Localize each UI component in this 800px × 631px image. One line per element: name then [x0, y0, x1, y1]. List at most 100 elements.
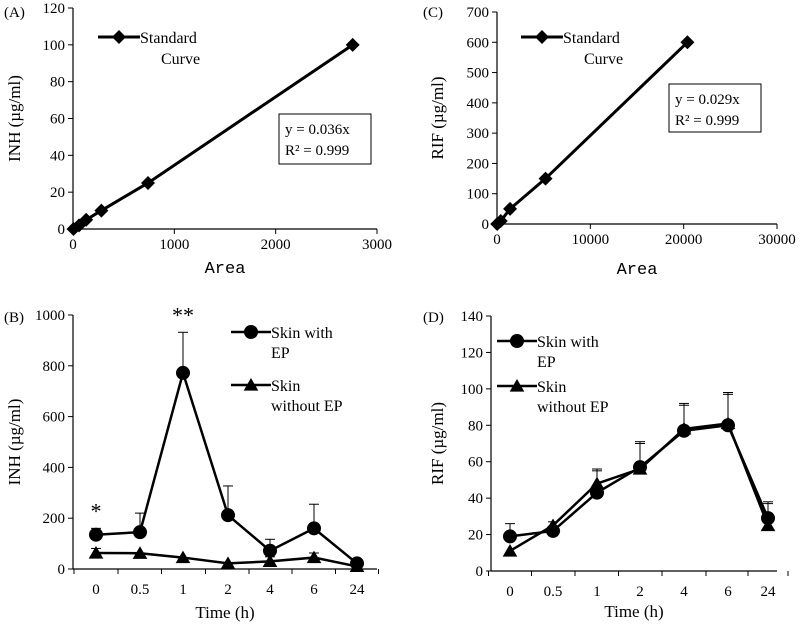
y-tick-label: 120	[43, 1, 66, 17]
data-point	[79, 212, 94, 227]
chart-panel-a: (A) 0 20 40 60 80 100 120 0 1000 2000 3000 Area INH (…	[4, 1, 392, 279]
y-tick-label: 60	[468, 455, 483, 471]
legend-label: without EP	[271, 398, 343, 415]
y-tick-label: 100	[43, 38, 66, 54]
x-axis-title: Area	[617, 261, 658, 280]
y-tick-label: 140	[461, 309, 484, 325]
x-tick-label: 1	[593, 584, 601, 600]
data-point	[140, 175, 155, 190]
data-point	[680, 35, 695, 50]
series-skin-without-ep	[88, 545, 365, 573]
y-axis-title: INH (µg/ml)	[5, 75, 24, 162]
x-tick-label: 0	[69, 237, 77, 253]
y-tick-label: 600	[43, 410, 66, 426]
data-point	[88, 545, 104, 559]
legend-label: Curve	[584, 51, 623, 68]
data-point	[349, 559, 365, 573]
y-axis-title: RIF (µg/ml)	[428, 77, 447, 160]
y-tick-label: 200	[467, 156, 490, 172]
legend-label: Skin with	[271, 325, 333, 342]
x-tick-label: 4	[680, 584, 688, 600]
x-tick-label: 2	[224, 582, 232, 598]
y-tick-label: 80	[468, 418, 483, 434]
equation-box: y = 0.036x R² = 0.999	[278, 113, 372, 165]
equation-text: y = 0.029x	[675, 92, 740, 108]
data-point	[262, 554, 278, 567]
y-tick-label: 40	[50, 148, 65, 164]
y-tick-label: 120	[461, 345, 484, 361]
panel-label: (D)	[423, 310, 444, 326]
data-point	[132, 546, 148, 559]
panel-label: (C)	[423, 5, 443, 21]
x-tick-label: 6	[310, 582, 318, 598]
data-point	[589, 476, 605, 490]
legend-marker	[112, 30, 126, 44]
r-squared-text: R² = 0.999	[675, 113, 739, 129]
data-point	[221, 508, 235, 523]
legend-marker	[244, 325, 258, 339]
legend-label: EP	[537, 354, 556, 371]
legend: Skin with EP Skin without EP	[497, 334, 609, 416]
data-point	[176, 365, 190, 380]
data-point	[306, 550, 322, 564]
legend-marker	[510, 334, 524, 348]
x-tick-label: 0	[506, 584, 514, 600]
y-tick-label: 800	[43, 359, 66, 375]
y-axis-title: INH (µg/ml)	[5, 399, 24, 486]
x-tick-label: 2000	[261, 237, 291, 253]
legend-label: Curve	[161, 51, 200, 68]
x-tick-label: 10000	[572, 232, 610, 248]
legend-marker	[509, 379, 525, 392]
x-tick-label: 3000	[362, 237, 392, 253]
y-tick-label: 400	[467, 96, 490, 112]
legend-label: EP	[271, 345, 290, 362]
y-tick-label: 400	[43, 460, 66, 476]
y-tick-label: 20	[50, 185, 65, 201]
data-point	[538, 171, 553, 186]
y-tick-label: 0	[476, 564, 484, 580]
equation-frame	[668, 83, 762, 133]
x-axis-title: Time (h)	[195, 603, 254, 622]
y-tick-label: 100	[461, 382, 484, 398]
data-point	[307, 521, 321, 536]
equation-frame	[278, 113, 372, 165]
x-tick-label: 0.5	[131, 582, 150, 598]
equation-box: y = 0.029x R² = 0.999	[668, 83, 762, 133]
x-tick-label: 1	[179, 582, 187, 598]
x-tick-label: 2	[636, 584, 644, 600]
y-tick-label: 200	[43, 511, 66, 527]
data-point	[493, 213, 508, 228]
data-point	[590, 485, 604, 500]
significance-annotation: **	[172, 302, 194, 327]
x-tick-label: 0	[493, 232, 501, 248]
data-point	[175, 550, 191, 564]
data-point	[503, 529, 517, 544]
x-tick-label: 1000	[159, 237, 189, 253]
data-point	[345, 37, 360, 52]
data-point	[632, 462, 648, 475]
y-tick-label: 80	[50, 75, 65, 91]
data-point	[502, 543, 518, 557]
y-tick-label: 600	[467, 35, 490, 51]
chart-panel-c: (C) 0 100 200 300 400 500 600 700 0 10000 20000 3000…	[423, 5, 796, 280]
y-axis-title: RIF (µg/ml)	[428, 402, 447, 485]
legend: Standard Curve	[98, 30, 200, 68]
y-tick-label: 0	[58, 222, 66, 238]
x-tick-label: 20000	[665, 232, 703, 248]
legend-marker	[243, 378, 259, 391]
y-tick-label: 40	[468, 491, 483, 507]
legend: Skin with EP Skin without EP	[231, 325, 343, 415]
series-skin-without-ep	[502, 392, 776, 557]
x-tick-label: 0.5	[544, 584, 563, 600]
legend-label: Skin with	[537, 334, 599, 351]
x-tick-label: 24	[761, 584, 777, 600]
panel-label: (A)	[4, 5, 25, 21]
data-point	[94, 203, 109, 218]
equation-text: y = 0.036x	[285, 122, 350, 138]
significance-annotation: *	[91, 498, 102, 523]
data-point	[220, 556, 236, 570]
legend: Standard Curve	[521, 30, 623, 68]
legend-label: Skin	[537, 379, 566, 396]
